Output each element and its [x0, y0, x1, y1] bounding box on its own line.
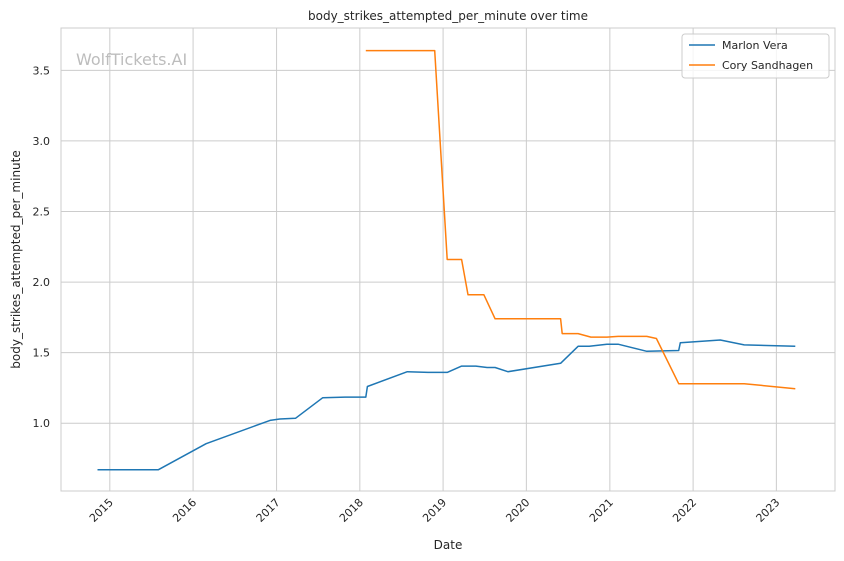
grid-lines	[61, 28, 835, 491]
y-tick-label: 3.5	[33, 64, 51, 77]
series-line	[365, 49, 796, 390]
y-tick-label: 3.0	[33, 135, 51, 148]
legend-box	[681, 33, 830, 79]
watermark-text: WolfTickets.AI	[76, 50, 187, 69]
y-tick-label: 2.0	[33, 276, 51, 289]
chart-title: body_strikes_attempted_per_minute over t…	[308, 9, 588, 23]
series-line	[97, 339, 796, 471]
legend: Marlon Vera Cory Sandhagen	[681, 33, 830, 79]
x-axis-label: Date	[434, 538, 463, 552]
plot-frame	[60, 27, 836, 492]
y-axis-ticks: 1.0 1.5 2.0 2.5 3.0 3.5	[33, 64, 51, 430]
legend-label: Marlon Vera	[722, 39, 788, 52]
y-tick-label: 1.0	[33, 417, 51, 430]
legend-label: Cory Sandhagen	[722, 59, 813, 72]
series-lines	[97, 49, 796, 471]
y-tick-label: 1.5	[33, 347, 51, 360]
y-tick-label: 2.5	[33, 206, 51, 219]
y-axis-label: body_strikes_attempted_per_minute	[9, 150, 23, 368]
